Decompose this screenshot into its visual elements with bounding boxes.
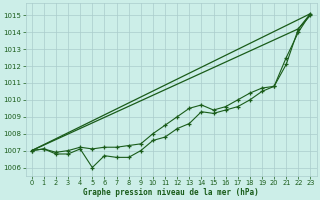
X-axis label: Graphe pression niveau de la mer (hPa): Graphe pression niveau de la mer (hPa) bbox=[83, 188, 259, 197]
